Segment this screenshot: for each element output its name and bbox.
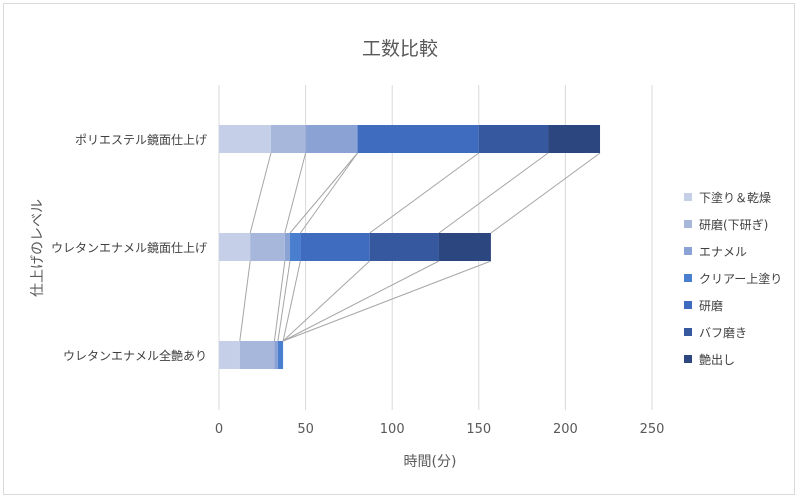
x-tick-label: 250 xyxy=(640,422,665,437)
bar-segment xyxy=(274,341,278,369)
x-tick-label: 100 xyxy=(380,422,405,437)
legend-entry: バフ磨き xyxy=(699,326,747,340)
bar-segment xyxy=(277,341,284,369)
x-tick-label: 150 xyxy=(466,422,491,437)
bar-segment xyxy=(438,233,491,261)
category-label: ウレタンエナメル全艶あり xyxy=(63,348,207,363)
series-line xyxy=(239,260,251,342)
legend-entry: 下塗り＆乾燥 xyxy=(699,190,771,205)
series-line xyxy=(299,152,358,234)
legend-swatch xyxy=(684,355,692,363)
legend-entry: 艶出し xyxy=(699,352,735,367)
legend-entry: 研磨(下研ぎ) xyxy=(699,218,768,232)
bar-segment xyxy=(478,125,549,153)
series-line xyxy=(282,260,371,342)
bar-segment xyxy=(548,125,601,153)
bar-segment xyxy=(284,233,291,261)
series-line xyxy=(282,260,301,342)
bar-segment xyxy=(219,125,271,153)
legend-entry: エナメル xyxy=(699,245,747,259)
series-line xyxy=(369,152,480,234)
legend-entry: 研磨 xyxy=(699,299,723,313)
series-line xyxy=(273,260,286,342)
legend-swatch xyxy=(684,274,692,282)
bar-segment xyxy=(305,125,358,153)
y-axis-label: 仕上げのレベル xyxy=(30,199,46,297)
bar-segment xyxy=(239,341,275,369)
legend-swatch xyxy=(684,247,692,255)
legend-swatch xyxy=(684,220,692,228)
category-label: ポリエステル鏡面仕上げ xyxy=(75,132,207,147)
series-line xyxy=(438,152,549,234)
x-tick-label: 50 xyxy=(297,422,314,437)
bar-segment xyxy=(369,233,439,261)
bar-segment xyxy=(219,233,251,261)
x-axis-label: 時間(分) xyxy=(404,454,457,470)
series-line xyxy=(289,152,358,234)
category-label: ウレタンエナメル鏡面仕上げ xyxy=(51,240,207,255)
series-line xyxy=(284,152,307,234)
bar-segment xyxy=(270,125,306,153)
legend-swatch xyxy=(684,193,692,201)
legend-entry: クリアー上塗り xyxy=(699,271,782,286)
legend-swatch xyxy=(684,301,692,309)
series-line xyxy=(249,152,272,234)
series-line xyxy=(282,260,492,342)
chart-title: 工数比較 xyxy=(362,38,438,60)
legend-swatch xyxy=(684,328,692,336)
bar-segment xyxy=(300,233,370,261)
bar-segment xyxy=(290,233,301,261)
x-tick-label: 0 xyxy=(215,422,223,437)
bar-segment xyxy=(357,125,479,153)
bar-segment xyxy=(219,341,240,369)
series-line xyxy=(277,260,291,342)
series-line xyxy=(490,152,601,234)
series-line xyxy=(282,260,440,342)
series-lines xyxy=(239,152,601,342)
x-tick-label: 200 xyxy=(553,422,578,437)
bar-segment xyxy=(250,233,285,261)
bars xyxy=(219,125,601,369)
x-tick-labels: 0 50 100 150 200 250 xyxy=(215,422,665,437)
